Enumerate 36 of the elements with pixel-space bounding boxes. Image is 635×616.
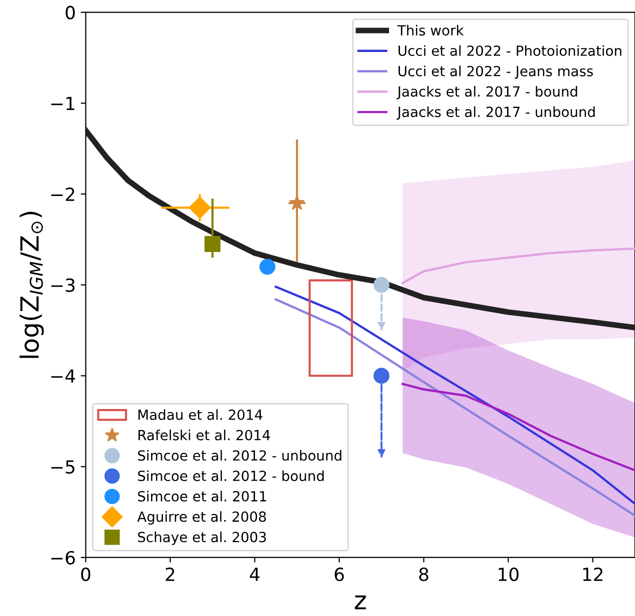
legend-label: Aguirre et al. 2008 [137,511,266,525]
legend-label: Simcoe et al. 2012 - bound [138,470,324,482]
line-series [402,382,635,472]
y-tick-label: −5 [51,460,74,474]
legend-label: This work [397,24,464,36]
point [374,276,390,293]
legend-label: Schaye et al. 2003 [138,532,266,545]
y-tick-label: 0 [66,6,75,20]
legend-label: Jaacks et al. 2017 - bound [396,86,578,100]
x-axis-title: z [354,596,366,610]
x-tick-label: 8 [419,568,428,582]
point [289,195,305,210]
legend-label: Rafelski et al. 2014 [138,430,270,440]
x-tick-label: 2 [166,568,174,581]
point [188,196,211,219]
y-tick-label: −3 [51,278,75,292]
point [374,368,390,384]
point [204,236,220,252]
x-tick-label: 12 [583,568,602,581]
x-tick-label: 10 [498,568,519,582]
y-tick-label: −1 [51,96,74,110]
y-tick-label: −2 [51,188,74,201]
x-tick-label: 4 [250,568,260,581]
x-tick-label: 6 [334,568,344,582]
legend-label: Simcoe et al. 2012 - unbound [138,450,342,461]
x-tick-label: 0 [81,568,90,582]
legend-label: Ucci et al 2022 - Jeans mass [398,66,593,79]
point [259,258,276,275]
legend-label: Jaacks et al. 2017 - unbound [396,106,595,120]
y-tick-label: −4 [51,369,75,383]
line-series [402,247,635,284]
legend-label: Ucci et al 2022 - Photoionization [398,45,622,56]
y-tick-label: −6 [51,550,75,565]
legend-label: Simcoe et al. 2011 [138,490,266,502]
legend-label: Madau et al. 2014 [138,409,262,420]
y-axis-title: log(Z$_{IGM}$/Z$_{⊙}$) [20,212,44,358]
